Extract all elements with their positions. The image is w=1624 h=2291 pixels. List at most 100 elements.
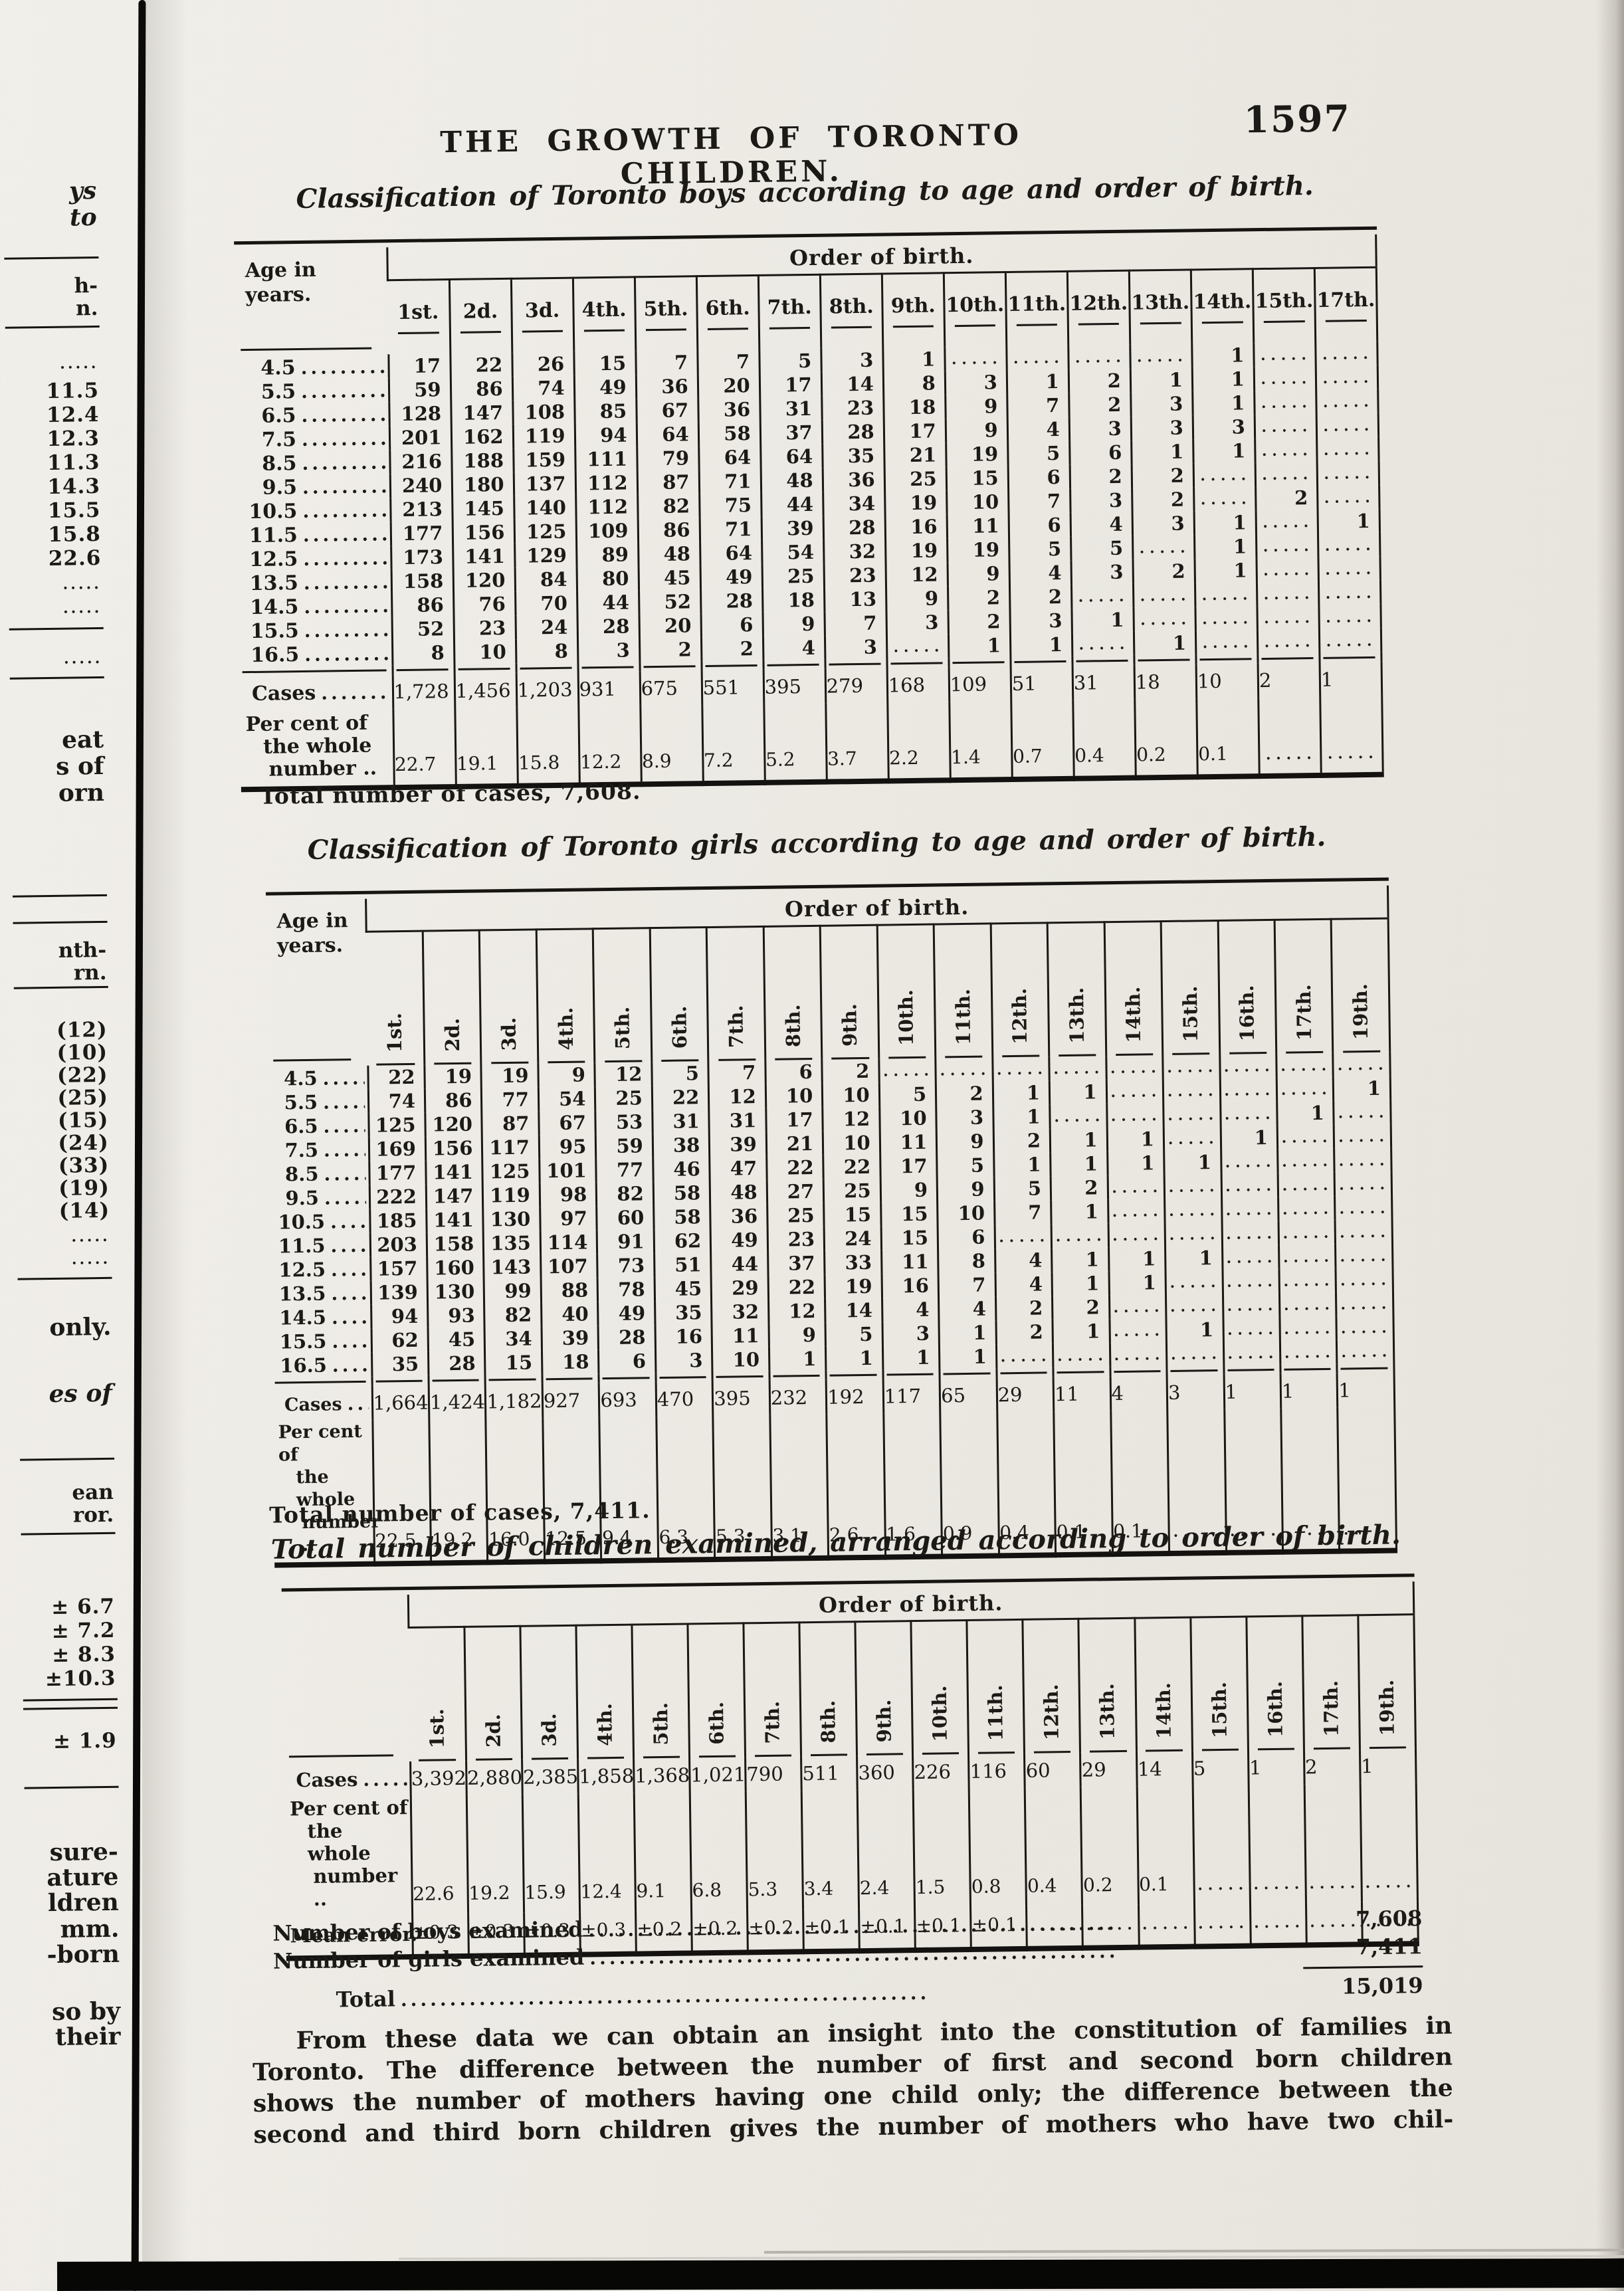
percent-label-line3: number .. [268, 756, 377, 781]
stat-cell: 18 [1134, 664, 1197, 700]
stat-cell: 1 [1337, 1372, 1395, 1408]
column-header: 14th. [1104, 921, 1163, 1056]
data-cell: 29 [711, 1275, 769, 1300]
column-header: 9th. [855, 1621, 913, 1756]
data-cell: 2 [1068, 368, 1131, 393]
stat-cell: 551 [701, 669, 764, 706]
data-cell: 16 [884, 514, 948, 540]
rule-dash [485, 1374, 543, 1385]
data-cell [1219, 1077, 1277, 1102]
data-cell: 60 [597, 1205, 654, 1231]
data-cell: 1 [769, 1346, 827, 1371]
stat-cell: 3 [1167, 1374, 1225, 1411]
column-header: 7th. [743, 1622, 801, 1757]
data-cell: 10 [879, 1106, 937, 1131]
column-headers-row: 1st. 2d. 3d. 4th. 5th. 6th. 7th. 8th. 9th. 10th. 1… [282, 1614, 1416, 1763]
data-cell [1163, 1078, 1221, 1104]
rule-dash [1166, 1365, 1224, 1376]
data-cell [1253, 342, 1316, 367]
margin-fragment: ± 7.2 [51, 1618, 116, 1644]
data-cell: 49 [597, 1301, 655, 1326]
data-cell: 1 [1193, 510, 1257, 536]
data-cell [1221, 1173, 1278, 1198]
margin-fragment: mm. [60, 1914, 120, 1943]
margin-fragment: 14.3 [47, 474, 101, 499]
stat-cell: 511 [801, 1755, 858, 1791]
stat-cell: 29 [996, 1377, 1054, 1413]
data-cell: 25 [761, 563, 825, 589]
age-value: 8.5 [269, 1161, 369, 1187]
margin-rule [24, 1785, 119, 1789]
margin-rule [17, 1276, 112, 1280]
stat-cell: 1,203 [516, 672, 579, 708]
rule-dash [1257, 652, 1320, 664]
stat-cell: 693 [599, 1382, 657, 1418]
rule-dash [996, 1367, 1054, 1378]
total-label: Total [336, 1986, 396, 2013]
data-cell: 5 [1007, 441, 1070, 466]
data-cell [1162, 1054, 1220, 1080]
stat-cell: 3,392 [410, 1760, 466, 1796]
data-cell [1195, 582, 1257, 607]
data-cell: 19 [825, 1274, 882, 1299]
data-cell: 23 [453, 615, 516, 641]
data-cell: 1 [1276, 1100, 1334, 1126]
data-cell [1257, 581, 1319, 607]
data-cell [1316, 437, 1379, 462]
margin-fragment: only. [49, 1312, 112, 1342]
data-cell [1110, 1342, 1167, 1367]
data-cell: 2 [1132, 487, 1194, 512]
stat-cell: 2 [1257, 662, 1320, 698]
stat-cell: 6.8 [690, 1791, 748, 1911]
rule-dash [948, 657, 1011, 668]
age-value: 9.5 [237, 474, 390, 500]
age-value: 11.5 [270, 1233, 370, 1258]
data-cell: 36 [822, 467, 885, 492]
data-cell: 4 [882, 1297, 940, 1322]
stat-cell: 1 [1223, 1373, 1281, 1409]
stat-cell: 2.4 [857, 1789, 915, 1909]
stat-cell: 360 [857, 1755, 914, 1791]
data-cell [1316, 365, 1378, 390]
data-cell: 64 [636, 422, 699, 447]
data-cell: 119 [512, 423, 575, 448]
data-cell: 19 [424, 1064, 482, 1089]
data-cell [1254, 389, 1317, 415]
data-cell [1276, 1052, 1334, 1078]
data-cell: 58 [698, 421, 761, 447]
stat-cell: 226 [912, 1753, 969, 1790]
scan-bottom-band [56, 2258, 1624, 2291]
data-cell: 2 [936, 1081, 993, 1106]
leader-dots [347, 1392, 368, 1414]
column-header: 6th. [696, 275, 760, 351]
data-cell [1164, 1197, 1222, 1223]
data-cell: 2 [1009, 584, 1072, 610]
data-cell: 88 [540, 1278, 598, 1303]
data-cell: 2 [948, 609, 1011, 635]
data-cell: 3 [1193, 415, 1255, 440]
rule-dash [1010, 656, 1072, 667]
data-cell: 2 [1132, 559, 1195, 584]
data-cell [1317, 460, 1379, 486]
data-cell: 3 [1070, 559, 1134, 585]
stat-cell: 9.1 [634, 1792, 692, 1912]
data-cell: 91 [597, 1229, 655, 1254]
data-cell: 141 [426, 1207, 484, 1233]
data-cell: 1 [1134, 631, 1196, 656]
data-cell [1315, 341, 1378, 366]
stat-cell: 19.1 [455, 707, 518, 787]
percent-row: Per cent of the whole number .. 22.6 19.2… [284, 1783, 1418, 1916]
data-cell: 8 [938, 1248, 995, 1274]
data-cell: 139 [370, 1280, 428, 1305]
column-header: 11th. [967, 1619, 1025, 1754]
data-cell [1334, 1147, 1392, 1173]
data-cell: 1 [939, 1320, 997, 1345]
margin-fragment: 15.5 [47, 498, 101, 523]
percent-label-cell: Per cent of the whole number .. [240, 709, 394, 789]
margin-fragment: orn [58, 778, 105, 807]
data-cell [1334, 1100, 1391, 1125]
data-cell: 13 [824, 587, 886, 612]
data-cell: 22 [450, 352, 512, 378]
margin-fragment: ..... [62, 599, 102, 617]
stat-cell: 675 [639, 670, 702, 706]
